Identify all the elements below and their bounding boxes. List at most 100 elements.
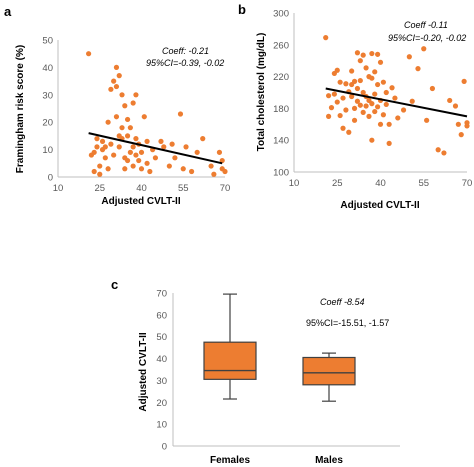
panel-b-point-16	[349, 68, 355, 74]
panel-c-y-tick-6: 60	[156, 310, 167, 321]
panel-c-iqr-box-1	[302, 356, 356, 386]
panel-c-category-labels: Females Males	[210, 455, 343, 466]
panel-a-x-tick-3: 55	[178, 183, 189, 194]
panel-b-point-69	[452, 103, 459, 109]
panel-a-point-43	[138, 166, 145, 172]
panel-a-point-51	[158, 138, 164, 144]
panel-a-point-12	[105, 119, 111, 125]
panel-b-point-54	[386, 140, 392, 146]
panel-a-point-64	[216, 149, 223, 155]
panel-b-point-23	[354, 85, 361, 92]
panel-b-point-28	[360, 52, 366, 58]
panel-b-point-65	[429, 85, 435, 92]
panel-b-point-21	[351, 117, 358, 123]
panel-b-point-36	[366, 113, 372, 119]
panel-c-y-tick-7: 70	[156, 289, 167, 300]
panel-b-point-44	[375, 51, 381, 57]
panel-a-point-57	[180, 166, 186, 172]
panel-a-point-29	[122, 166, 128, 172]
panel-b-point-64	[424, 117, 430, 123]
panel-a-x-ticks: 10 25 40 55 70	[53, 183, 231, 194]
panel-b-point-10	[340, 125, 346, 131]
panel-a-point-11	[102, 144, 108, 150]
panel-a-point-2	[91, 168, 97, 175]
panel-b-point-66	[435, 147, 441, 153]
panel-a-point-41	[136, 157, 142, 164]
panel-a-x-tick-1: 25	[94, 183, 105, 194]
panel-b-x-label: Adjusted CVLT-II	[340, 200, 419, 211]
panel-a-point-38	[133, 92, 139, 98]
panel-a-point-60	[194, 149, 200, 155]
panel-a-point-46	[144, 138, 150, 144]
panel-b-point-25	[357, 58, 363, 64]
panel-a-point-17	[111, 152, 117, 158]
panel-a-point-14	[108, 86, 114, 92]
panel-b-point-63	[421, 46, 427, 52]
panel-a-point-63	[211, 171, 217, 177]
panel-b-x-tick-3: 55	[418, 178, 429, 189]
panel-b-point-43	[372, 108, 378, 115]
panel-b-point-6	[334, 67, 340, 73]
panel-a-x-label: Adjusted CVLT-II	[101, 196, 180, 207]
panel-c-box-females	[203, 293, 257, 400]
panel-b-point-9	[337, 112, 343, 119]
panel-a-point-25	[119, 125, 125, 131]
panel-b-point-20	[351, 105, 358, 111]
panel-a-x-tick-4: 70	[220, 183, 231, 194]
panel-a-point-31	[124, 133, 131, 139]
panel-b-y-tick-3: 220	[273, 72, 289, 83]
panel-a-point-20	[113, 114, 120, 120]
panel-c-y-tick-1: 10	[156, 420, 167, 431]
panel-a-label: a	[4, 4, 12, 19]
panel-c-y-label: Adjusted CVLT-II	[138, 332, 149, 411]
panel-a-point-36	[130, 144, 136, 150]
panel-b-point-19	[351, 78, 358, 84]
panel-b-point-0	[323, 35, 329, 41]
panel-a-point-65	[219, 157, 225, 164]
panel-b-y-tick-2: 180	[273, 104, 289, 115]
panel-b-x-tick-0: 10	[289, 178, 300, 189]
panel-b-point-7	[334, 99, 340, 105]
panel-b-point-22	[354, 50, 361, 56]
panel-a-point-21	[116, 73, 122, 79]
panel-b-point-49	[377, 121, 384, 127]
panel-a-point-35	[130, 100, 136, 106]
panel-c-y-tick-0: 0	[162, 442, 167, 453]
panel-b-point-70	[455, 121, 461, 127]
panel-a-y-tick-0: 0	[48, 173, 53, 184]
panel-b-point-71	[458, 132, 464, 138]
panel-c-annotation-coeff: Coeff -8.54	[320, 297, 365, 307]
panel-c-boxes	[203, 293, 356, 402]
panel-a-y-ticks: 0 10 20 30 40 50	[42, 36, 53, 184]
panel-b-point-56	[389, 85, 395, 91]
panel-c-box-males	[302, 352, 356, 402]
panel-a-point-44	[138, 149, 145, 155]
panel-a-annotation-coeff: Coeff: -0.21	[162, 46, 209, 56]
panel-b-y-label: Total cholesterol (mg/dL)	[256, 33, 267, 152]
panel-a-point-32	[124, 157, 131, 164]
panel-a-point-40	[133, 152, 139, 158]
panel-b-point-57	[392, 95, 398, 101]
panel-a-y-tick-1: 10	[42, 145, 53, 156]
panel-b-point-15	[346, 129, 352, 135]
panel-a-y-tick-2: 20	[42, 118, 53, 129]
panel-c-y-tick-4: 40	[156, 354, 167, 365]
panel-a-point-13	[105, 166, 111, 172]
panel-c-label: c	[111, 277, 118, 292]
panel-b-point-59	[400, 107, 407, 113]
panel-b-point-8	[337, 79, 343, 85]
panel-b-x-tick-1: 25	[332, 178, 343, 189]
panel-b-points	[323, 35, 470, 156]
panel-c-iqr-box-0	[203, 341, 257, 380]
panel-a-point-45	[141, 114, 147, 120]
panel-b-point-2	[326, 113, 332, 119]
panel-b-y-tick-4: 260	[273, 40, 289, 51]
panel-b-y-tick-1: 140	[273, 136, 289, 147]
panel-b-scatter: b 100 140 180 220 260 300 10 25 40 55 70 Coeff -0…	[238, 2, 472, 211]
panel-b-point-60	[406, 54, 412, 60]
panel-a-point-62	[208, 163, 214, 169]
panel-b-point-40	[369, 137, 375, 143]
panel-b-y-ticks: 100 140 180 220 260 300	[273, 9, 289, 179]
panel-a-point-16	[111, 78, 117, 84]
